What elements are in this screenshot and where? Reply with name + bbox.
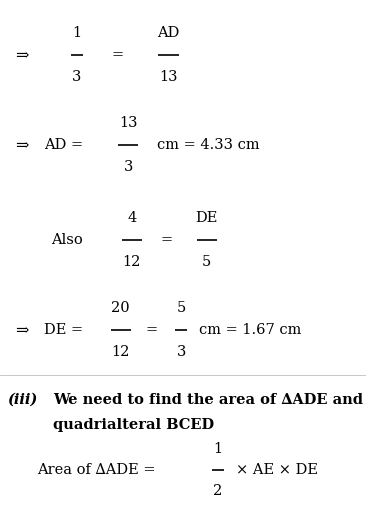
Text: cm = 4.33 cm: cm = 4.33 cm	[157, 138, 260, 152]
Text: 3: 3	[176, 346, 186, 360]
Text: 3: 3	[72, 71, 82, 85]
Text: We need to find the area of ∆ADE and: We need to find the area of ∆ADE and	[53, 393, 363, 407]
Text: 12: 12	[112, 346, 130, 360]
Text: 13: 13	[159, 71, 178, 85]
Text: 5: 5	[176, 300, 186, 315]
Text: =: =	[160, 233, 173, 247]
Text: ⇒: ⇒	[15, 46, 28, 63]
Text: 13: 13	[119, 116, 137, 130]
Text: 3: 3	[123, 160, 133, 174]
Text: 1: 1	[72, 25, 81, 40]
Text: 4: 4	[127, 211, 137, 224]
Text: 1: 1	[213, 442, 222, 456]
Text: × AE × DE: × AE × DE	[236, 463, 318, 477]
Text: DE: DE	[195, 211, 218, 224]
Text: DE =: DE =	[44, 323, 83, 337]
Text: 5: 5	[202, 255, 212, 269]
Text: Area of ∆ADE =: Area of ∆ADE =	[37, 463, 155, 477]
Text: cm = 1.67 cm: cm = 1.67 cm	[199, 323, 302, 337]
Text: Also: Also	[51, 233, 83, 247]
Text: ⇒: ⇒	[15, 321, 28, 338]
Text: quadrialteral BCED: quadrialteral BCED	[53, 418, 214, 432]
Text: AD =: AD =	[44, 138, 83, 152]
Text: ⇒: ⇒	[15, 137, 28, 153]
Text: 2: 2	[213, 485, 223, 498]
Text: =: =	[146, 323, 158, 337]
Text: AD: AD	[157, 25, 180, 40]
Text: 20: 20	[112, 300, 130, 315]
Text: (iii): (iii)	[7, 393, 38, 407]
Text: 12: 12	[123, 255, 141, 269]
Text: =: =	[111, 48, 123, 62]
